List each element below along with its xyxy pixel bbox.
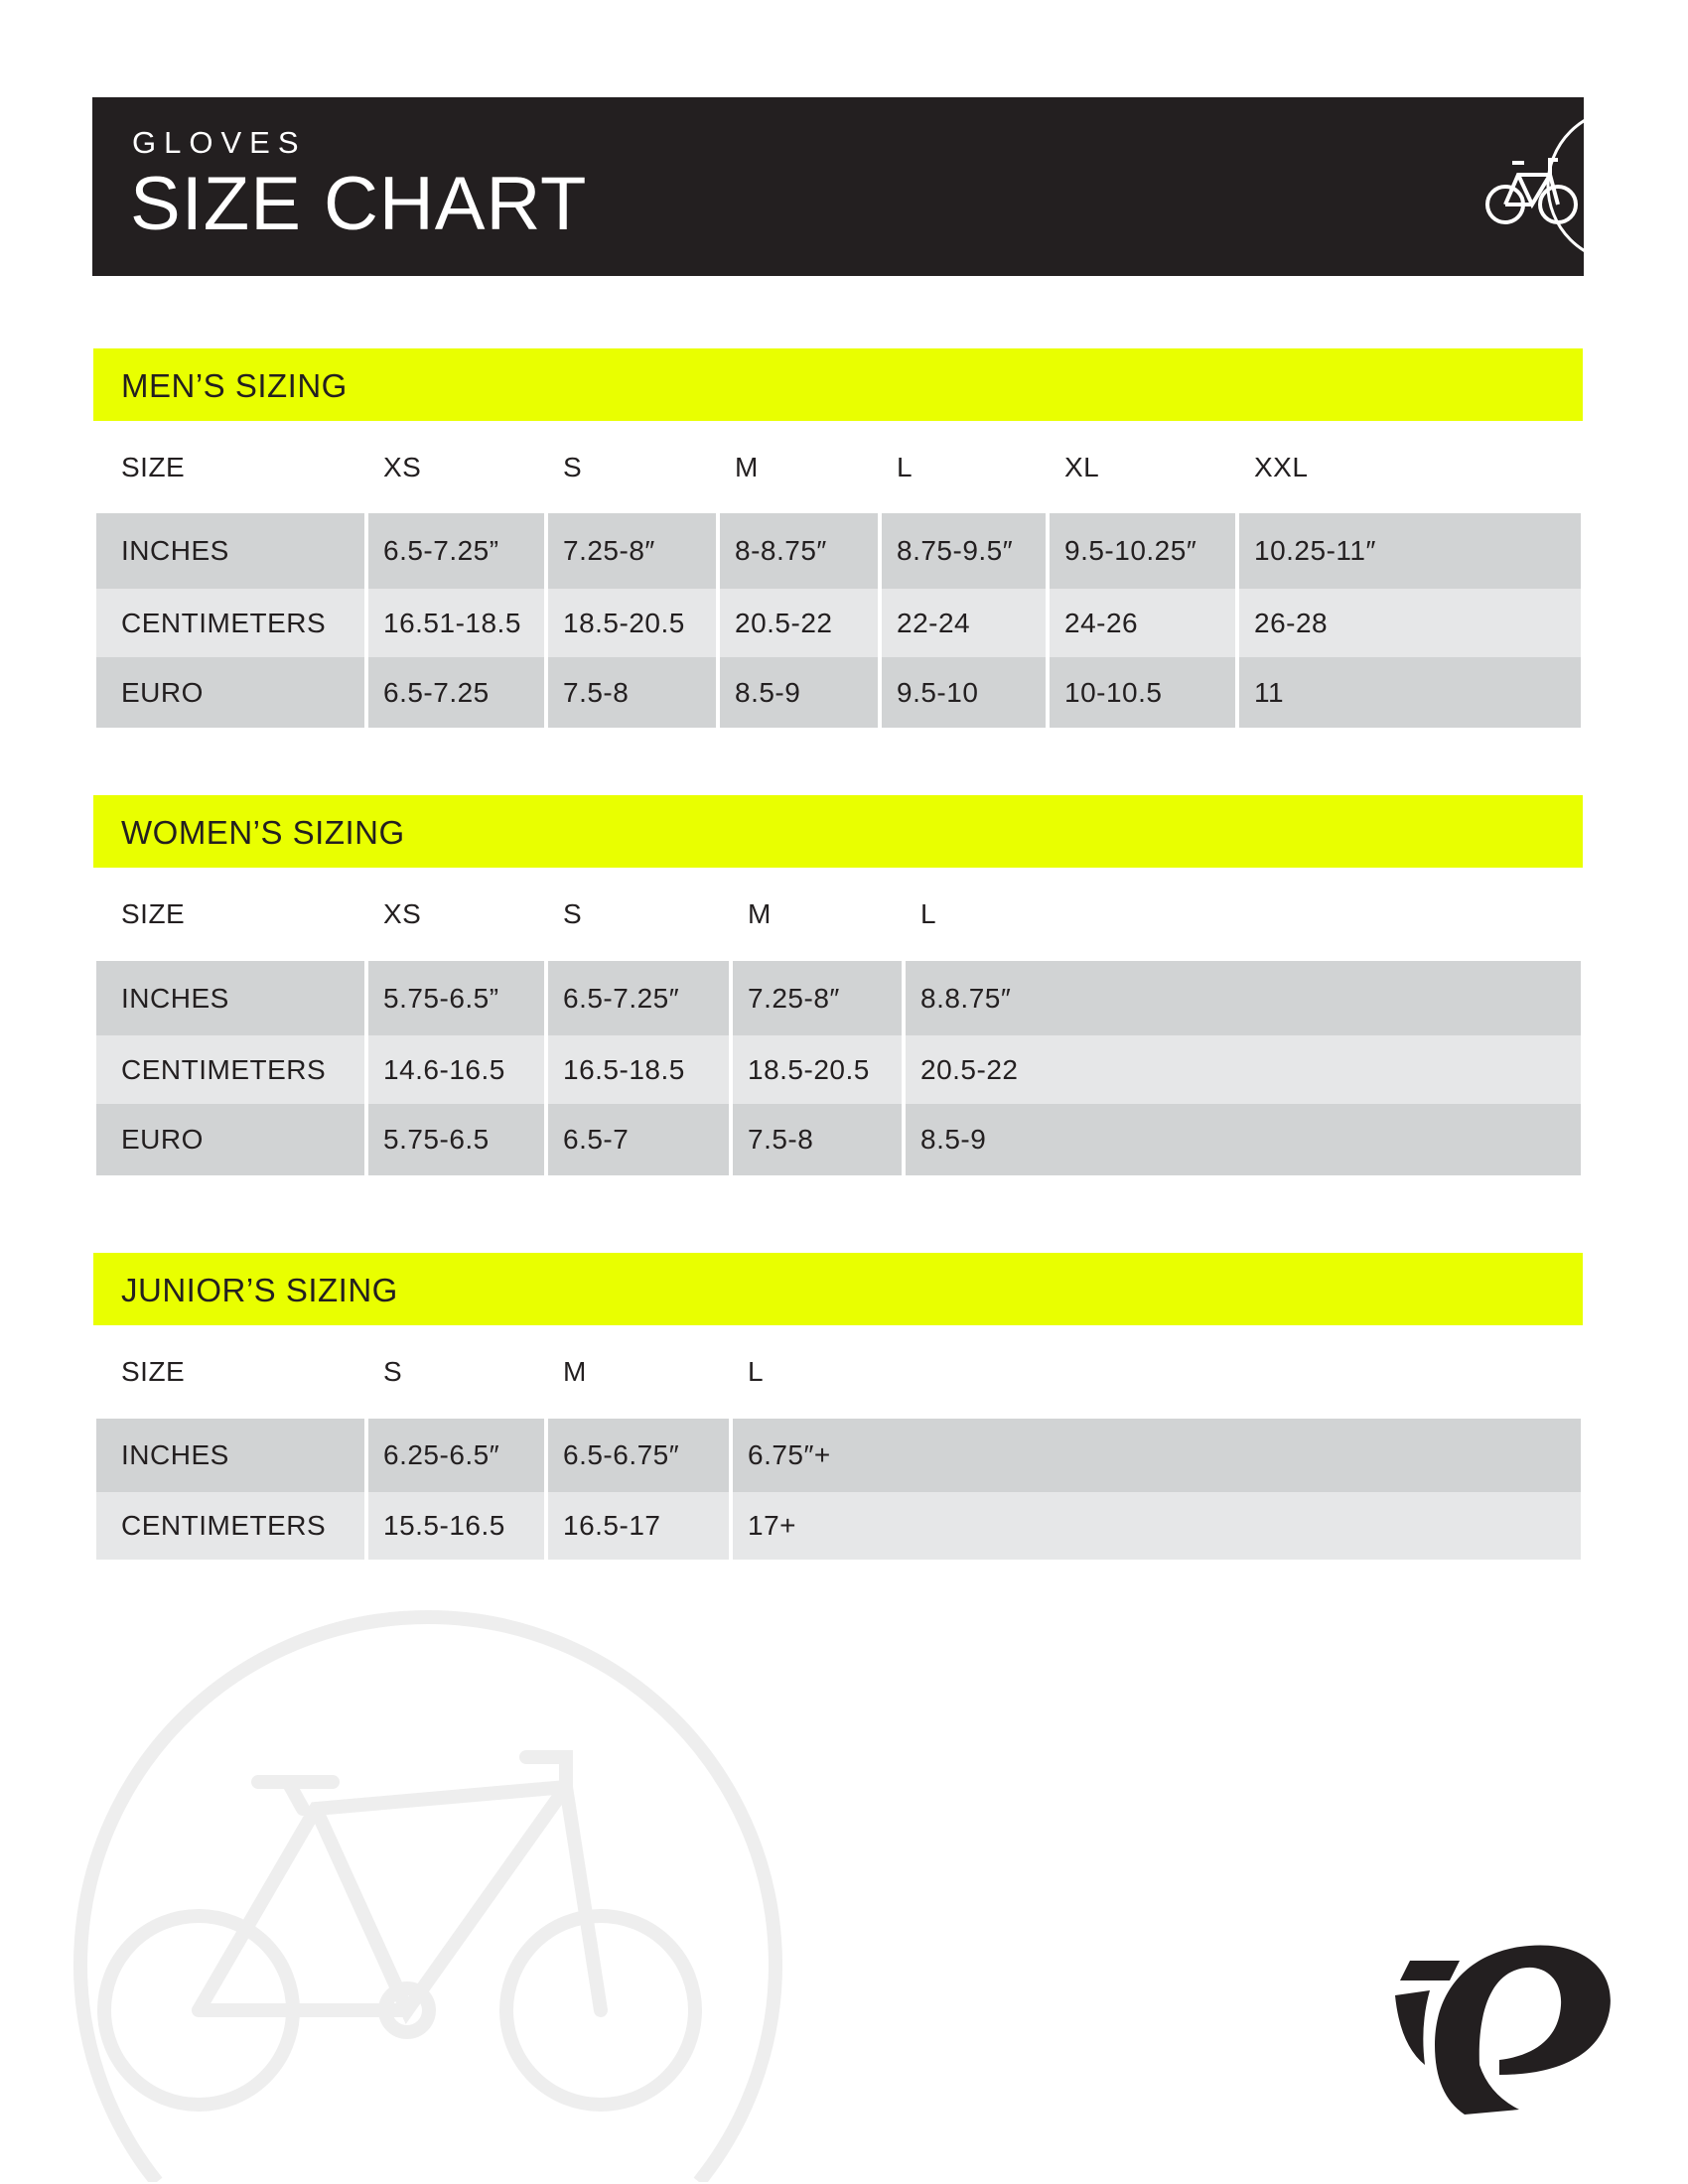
size-header: M — [563, 1356, 587, 1387]
size-header: XXL — [1254, 451, 1309, 482]
row-label: INCHES — [96, 1419, 368, 1492]
table-row: INCHES 6.5-7.25” 7.25-8″ 8-8.75″ 8.75-9.5″ 9.… — [96, 513, 1581, 589]
table-cell: 10-10.5 — [1050, 657, 1239, 728]
section-title: MEN’S SIZING — [93, 348, 1583, 421]
table-cell: 20.5-22 — [920, 1053, 1019, 1085]
table-cell: 18.5-20.5 — [548, 589, 720, 657]
table-cell: 17+ — [748, 1510, 796, 1541]
table-cell: 7.5-8 — [548, 657, 720, 728]
table-cell: 16.51-18.5 — [368, 589, 548, 657]
table-cell: 9.5-10.25″ — [1050, 513, 1239, 589]
page-subtitle: GLOVES — [132, 125, 307, 160]
size-header: XL — [1064, 451, 1100, 482]
section-title: WOMEN’S SIZING — [93, 795, 1583, 868]
size-header: XS — [383, 898, 422, 929]
row-label: EURO — [96, 1104, 368, 1175]
table-header-row: SIZE XS S M L — [96, 868, 1581, 961]
size-header: XS — [383, 451, 422, 482]
table-row: CENTIMETERS 14.6-16.5 16.5-18.5 18.5-20.5 20… — [96, 1035, 1581, 1104]
table-cell: 11 — [1254, 676, 1285, 708]
table-row: INCHES 6.25-6.5″ 6.5-6.75″ 6.75″+ — [96, 1419, 1581, 1492]
table-cell: 5.75-6.5” — [368, 961, 548, 1035]
row-label: EURO — [96, 657, 368, 728]
size-header: M — [748, 898, 772, 929]
table-cell: 15.5-16.5 — [368, 1492, 548, 1560]
table-cell: 8.5-9 — [720, 657, 882, 728]
table-cell: 6.25-6.5″ — [368, 1419, 548, 1492]
table-cell: 6.5-7.25” — [368, 513, 548, 589]
table-header-row: SIZE XS S M L XL XXL — [96, 421, 1581, 513]
brand-logo — [1395, 1945, 1611, 2115]
page-header: GLOVES SIZE CHART — [92, 97, 1584, 276]
page-title: SIZE CHART — [130, 162, 588, 246]
row-label: CENTIMETERS — [96, 1035, 368, 1104]
size-header: S — [563, 451, 583, 482]
table-cell: 7.25-8″ — [548, 513, 720, 589]
table-cell: 6.5-7.25″ — [548, 961, 733, 1035]
table-cell: 6.5-7 — [548, 1104, 733, 1175]
table-cell: 8-8.75″ — [720, 513, 882, 589]
table-cell: 5.75-6.5 — [368, 1104, 548, 1175]
size-table: SIZE XS S M L XL XXL INCHES 6.5-7.25” 7.25-8″ 8-8.… — [96, 421, 1581, 728]
size-table: SIZE S M L INCHES 6.25-6.5″ 6.5-6.75″ 6.75″+ CEN… — [96, 1325, 1581, 1560]
row-label: CENTIMETERS — [96, 1492, 368, 1560]
size-header: S — [563, 898, 583, 929]
row-label: CENTIMETERS — [96, 589, 368, 657]
table-row: EURO 5.75-6.5 6.5-7 7.5-8 8.5-9 — [96, 1104, 1581, 1175]
row-label: INCHES — [96, 961, 368, 1035]
table-cell: 18.5-20.5 — [733, 1035, 906, 1104]
table-cell: 10.25-11″ — [1254, 535, 1376, 566]
table-row: CENTIMETERS 15.5-16.5 16.5-17 17+ — [96, 1492, 1581, 1560]
size-header: L — [748, 1356, 765, 1387]
size-header: L — [897, 451, 914, 482]
table-cell: 6.75″+ — [748, 1439, 831, 1470]
size-header: L — [920, 898, 937, 929]
table-cell: 6.5-7.25 — [368, 657, 548, 728]
table-cell: 14.6-16.5 — [368, 1035, 548, 1104]
table-cell: 8.8.75″ — [920, 982, 1012, 1014]
table-cell: 9.5-10 — [882, 657, 1050, 728]
header-label: SIZE — [121, 1356, 186, 1387]
section-title: JUNIOR’S SIZING — [93, 1253, 1583, 1325]
row-label: INCHES — [96, 513, 368, 589]
table-cell: 24-26 — [1050, 589, 1239, 657]
table-cell: 7.25-8″ — [733, 961, 906, 1035]
table-cell: 8.75-9.5″ — [882, 513, 1050, 589]
table-cell: 20.5-22 — [720, 589, 882, 657]
header-label: SIZE — [121, 898, 186, 929]
bicycle-icon — [1485, 119, 1584, 252]
table-cell: 6.5-6.75″ — [548, 1419, 733, 1492]
header-label: SIZE — [121, 451, 186, 482]
size-header: M — [735, 451, 759, 482]
table-cell: 26-28 — [1254, 607, 1329, 638]
table-cell: 22-24 — [882, 589, 1050, 657]
size-header: S — [383, 1356, 403, 1387]
size-table: SIZE XS S M L INCHES 5.75-6.5” 6.5-7.25″ 7.25-8″… — [96, 868, 1581, 1175]
table-row: INCHES 5.75-6.5” 6.5-7.25″ 7.25-8″ 8.8.75″ — [96, 961, 1581, 1035]
table-row: EURO 6.5-7.25 7.5-8 8.5-9 9.5-10 10-10.5 11 — [96, 657, 1581, 728]
table-cell: 16.5-17 — [548, 1492, 733, 1560]
table-cell: 8.5-9 — [920, 1124, 987, 1155]
table-cell: 7.5-8 — [733, 1104, 906, 1175]
table-header-row: SIZE S M L — [96, 1325, 1581, 1419]
table-cell: 16.5-18.5 — [548, 1035, 733, 1104]
table-row: CENTIMETERS 16.51-18.5 18.5-20.5 20.5-22 22-… — [96, 589, 1581, 657]
bicycle-icon — [73, 1610, 782, 2182]
